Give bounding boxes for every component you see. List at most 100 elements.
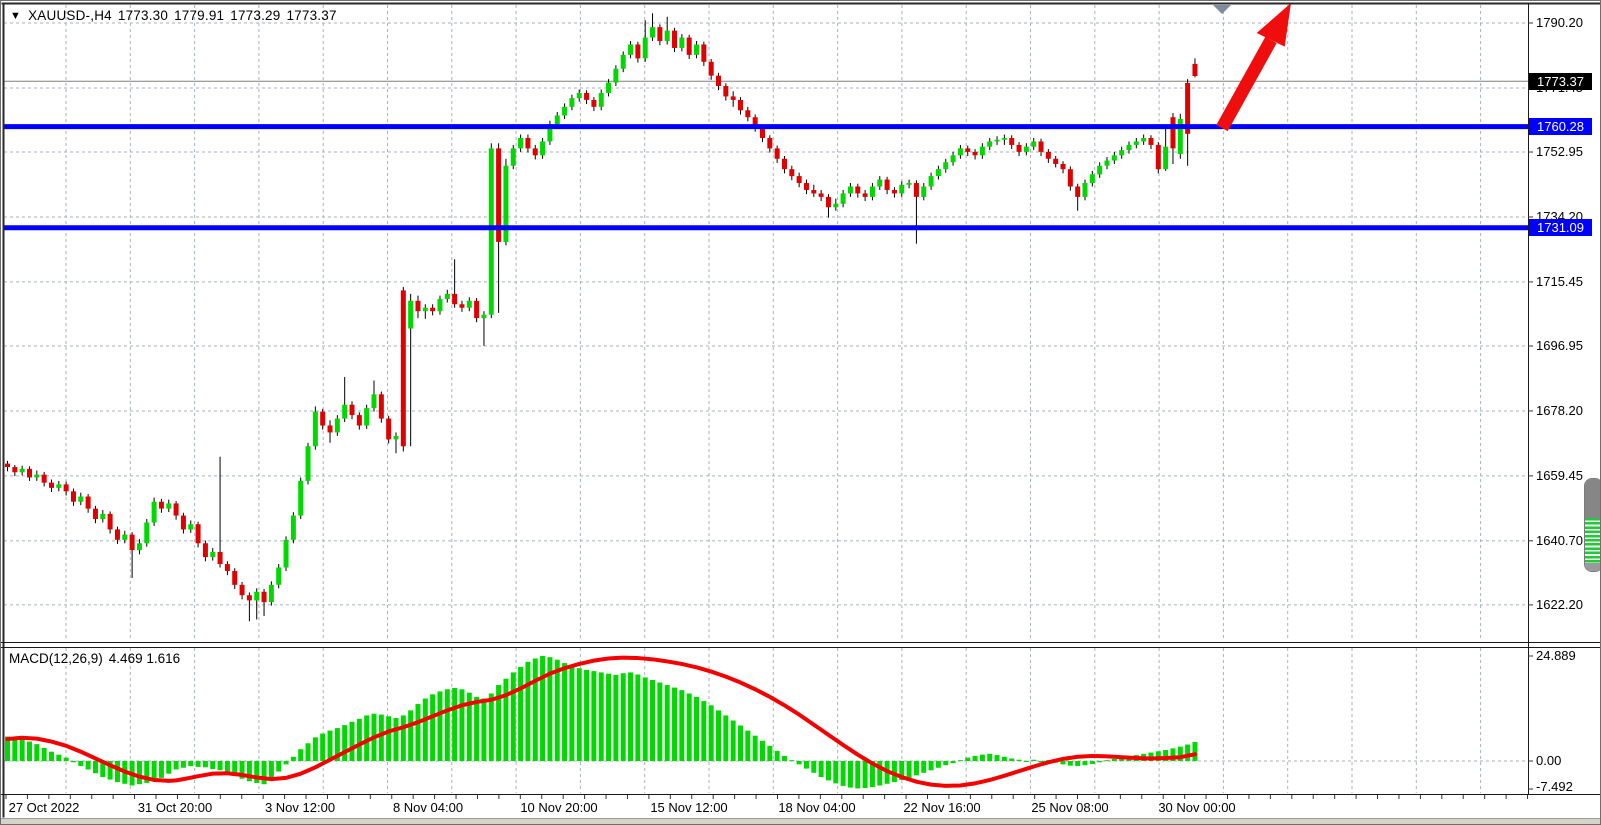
macd-bar <box>965 757 971 761</box>
macd-bar <box>488 693 494 761</box>
macd-bar <box>364 715 370 761</box>
macd-bar <box>1067 761 1073 766</box>
bull-candle <box>877 179 883 187</box>
macd-bar <box>70 761 76 763</box>
macd-bar <box>349 721 355 761</box>
macd-bar <box>1163 750 1169 761</box>
macd-bar <box>855 761 861 789</box>
bull-candle <box>136 543 142 551</box>
macd-bar <box>1097 761 1103 763</box>
bull-candle <box>847 186 853 194</box>
macd-bar <box>752 735 758 761</box>
macd-bar <box>195 761 201 767</box>
bear-candle <box>107 513 113 530</box>
time-axis-label: 3 Nov 12:00 <box>264 800 336 815</box>
price-axis-label: 1790.20 <box>1536 15 1583 30</box>
bear-candle <box>532 148 538 156</box>
macd-bar <box>1111 758 1117 761</box>
bull-candle <box>371 394 377 409</box>
macd-bar <box>738 725 743 761</box>
price-axis-label: 1752.95 <box>1536 144 1583 160</box>
macd-bar <box>767 745 773 761</box>
scrollbar-thumb[interactable] <box>1584 478 1600 572</box>
bull-candle <box>1163 146 1169 170</box>
bull-candle <box>1001 137 1007 140</box>
bull-candle <box>334 418 340 433</box>
bear-candle <box>1009 137 1015 145</box>
bull-candle <box>1104 160 1110 166</box>
bear-candle <box>356 415 362 426</box>
bull-candle <box>298 480 304 516</box>
macd-bar <box>745 730 751 761</box>
trend-arrow[interactable] <box>1216 3 1291 132</box>
bear-candle <box>26 468 32 478</box>
macd-bar <box>708 705 714 761</box>
bear-candle <box>789 169 795 177</box>
bull-candle <box>56 484 62 488</box>
macd-axis-label: -7.492 <box>1536 779 1573 794</box>
macd-bar <box>657 682 663 761</box>
bull-candle <box>78 496 84 502</box>
bull-candle <box>283 539 289 568</box>
macd-bar <box>452 688 458 761</box>
price-axis-label: 1715.45 <box>1536 273 1583 289</box>
macd-bar <box>825 761 831 781</box>
macd-bar <box>1001 756 1007 761</box>
bear-candle <box>1185 82 1191 134</box>
macd-bar <box>100 761 106 778</box>
time-axis-label: 27 Oct 2022 <box>8 800 80 815</box>
macd-bar <box>598 672 604 761</box>
macd-bar <box>554 659 560 761</box>
bull-candle <box>957 148 963 156</box>
macd-bar <box>987 753 993 761</box>
symbol-dropdown-icon[interactable]: ▼ <box>10 10 22 22</box>
bull-candle <box>1023 146 1029 152</box>
bull-candle <box>899 184 905 194</box>
macd-bar <box>63 757 69 761</box>
bear-candle <box>818 193 824 197</box>
macd-bar <box>5 736 10 761</box>
macd-bar <box>1082 761 1088 766</box>
macd-bar <box>188 761 194 767</box>
macd-bar <box>1016 759 1022 761</box>
bear-candle <box>965 148 971 152</box>
time-axis-label: 10 Nov 20:00 <box>520 800 598 815</box>
bear-candle <box>672 30 678 48</box>
macd-bar <box>276 761 282 772</box>
bull-candle <box>979 146 985 156</box>
bull-candle <box>488 148 494 315</box>
macd-histogram <box>5 655 1198 789</box>
bull-candle <box>694 44 700 55</box>
macd-bar <box>1155 751 1161 761</box>
macd-bar <box>694 696 700 761</box>
ohlc-high: 1779.91 <box>174 8 225 23</box>
bull-candle <box>547 124 553 142</box>
scrollbar-grip[interactable] <box>1585 479 1600 518</box>
bull-candle <box>576 92 582 99</box>
bear-candle <box>12 467 18 473</box>
macd-bar <box>921 761 927 773</box>
macd-bar <box>136 761 142 785</box>
macd-bar <box>1075 761 1081 767</box>
bull-candle <box>1133 141 1139 145</box>
macd-bar <box>210 761 216 770</box>
trend-arrow-head-icon <box>1256 3 1291 47</box>
bull-candle <box>679 37 685 48</box>
macd-bar <box>613 674 619 761</box>
candlestick-series[interactable] <box>5 27 1198 603</box>
bull-candle <box>100 513 106 520</box>
bull-candle <box>312 411 318 447</box>
bear-candle <box>217 551 223 565</box>
macd-bar <box>840 761 846 786</box>
macd-bar <box>759 740 765 761</box>
bear-candle <box>1067 169 1073 187</box>
bull-candle <box>188 524 194 530</box>
bull-candle <box>1089 174 1095 184</box>
macd-bar <box>202 761 208 768</box>
bear-candle <box>657 27 663 42</box>
time-axis-label: 8 Nov 04:00 <box>392 800 464 815</box>
macd-bar <box>305 743 311 761</box>
scrollbar-cap <box>1585 563 1600 571</box>
macd-bar <box>774 750 780 761</box>
